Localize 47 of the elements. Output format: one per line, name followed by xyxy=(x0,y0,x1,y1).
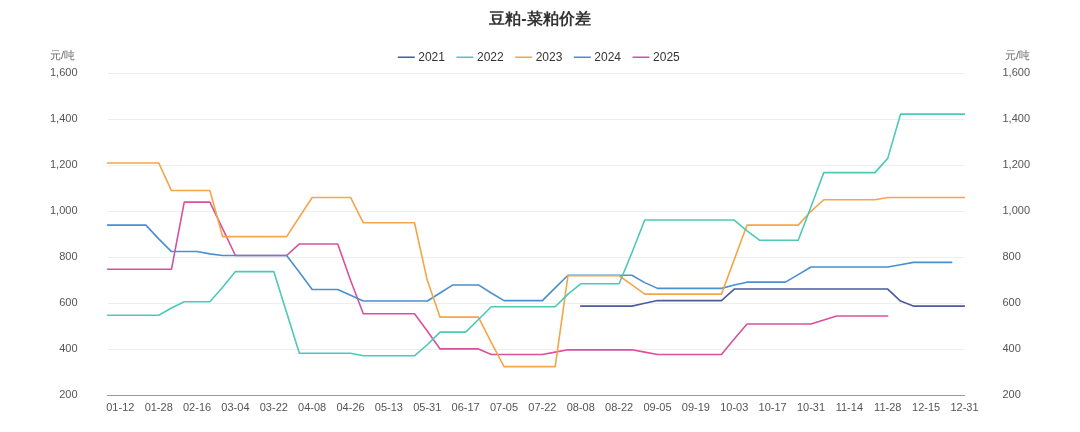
x-tick-label: 02-16 xyxy=(182,401,212,414)
legend-label: 2023 xyxy=(535,49,563,64)
x-tick-label: 03-04 xyxy=(221,401,250,414)
y-tick-label: 1,200 xyxy=(50,158,78,171)
y2-tick-label: 400 xyxy=(1002,342,1021,355)
x-tick-label: 08-08 xyxy=(566,401,595,414)
x-tick-label: 09-19 xyxy=(681,401,710,414)
x-tick-label: 01-12 xyxy=(106,401,135,414)
y2-tick-label: 1,200 xyxy=(1002,158,1030,171)
x-tick-label: 10-17 xyxy=(758,401,787,414)
y2-tick-label: 800 xyxy=(1002,250,1021,263)
x-tick-label: 12-15 xyxy=(912,401,941,414)
legend-label: 2024 xyxy=(594,49,622,64)
y2-tick-label: 200 xyxy=(1002,388,1021,401)
x-tick-label: 05-31 xyxy=(413,401,442,414)
y-tick-label: 400 xyxy=(59,342,78,355)
x-tick-label: 09-05 xyxy=(643,401,672,414)
y-axis-title: 元/吨 xyxy=(50,48,76,61)
x-tick-label: 10-03 xyxy=(720,401,749,414)
legend-label: 2021 xyxy=(418,49,446,64)
y-tick-label: 1,000 xyxy=(50,204,78,217)
x-tick-label: 04-26 xyxy=(336,401,365,414)
y2-tick-label: 1,600 xyxy=(1002,66,1030,79)
y2-axis-title: 元/吨 xyxy=(1004,48,1030,61)
x-tick-label: 11-28 xyxy=(874,401,902,414)
x-tick-label: 12-31 xyxy=(950,401,979,414)
chart-title: 豆粕-菜粕价差 xyxy=(488,10,591,28)
y-tick-label: 1,400 xyxy=(50,112,78,125)
x-tick-label: 08-22 xyxy=(605,401,634,414)
y-tick-label: 1,600 xyxy=(50,66,78,79)
y2-tick-label: 1,400 xyxy=(1002,112,1030,125)
x-tick-label: 07-05 xyxy=(489,401,519,414)
x-tick-label: 10-31 xyxy=(796,401,826,414)
x-tick-label: 04-08 xyxy=(298,401,327,414)
y-tick-label: 800 xyxy=(59,250,78,263)
x-tick-label: 05-13 xyxy=(374,401,403,414)
x-tick-label: 03-22 xyxy=(259,401,288,414)
x-tick-label: 11-14 xyxy=(835,401,864,414)
y-tick-label: 200 xyxy=(59,388,78,401)
legend-label: 2025 xyxy=(653,49,681,64)
legend-label: 2022 xyxy=(476,49,504,64)
y2-tick-label: 1,000 xyxy=(1002,204,1030,217)
y2-tick-label: 600 xyxy=(1002,296,1021,309)
x-tick-label: 01-28 xyxy=(144,401,173,414)
y-tick-label: 600 xyxy=(59,296,78,309)
x-tick-label: 07-22 xyxy=(528,401,557,414)
x-tick-label: 06-17 xyxy=(451,401,480,414)
